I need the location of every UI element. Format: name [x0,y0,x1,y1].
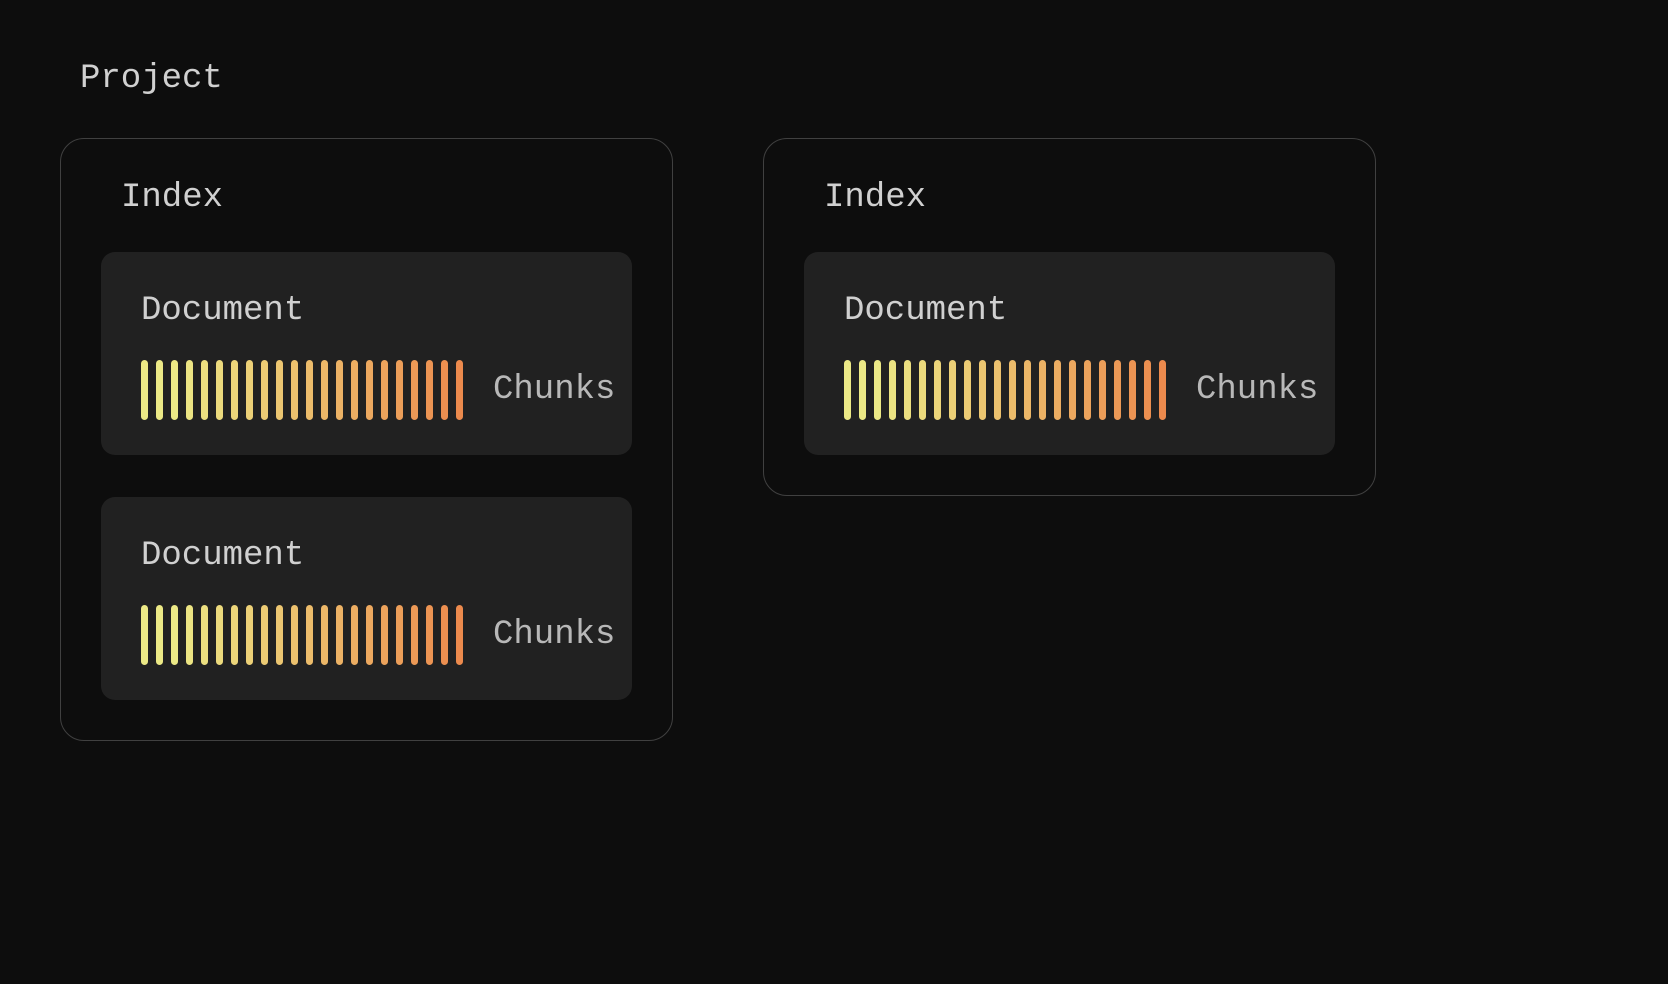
chunk-bar [1054,360,1061,420]
chunk-bar [1069,360,1076,420]
chunk-bar [1144,360,1151,420]
chunk-bar [276,360,283,420]
chunk-bar [246,605,253,665]
chunk-bar [306,360,313,420]
chunk-bars [844,360,1166,420]
index-panel: Index Document Chunks [763,138,1376,496]
chunk-bar [291,360,298,420]
chunk-bar [426,360,433,420]
document-label: Document [844,292,1295,330]
chunk-bar [411,360,418,420]
chunk-bar [1159,360,1166,420]
chunks-label: Chunks [493,371,615,409]
chunk-bar [1129,360,1136,420]
index-label: Index [121,179,632,217]
chunk-bar [1024,360,1031,420]
chunk-bar [231,360,238,420]
chunk-bar [246,360,253,420]
chunk-bar [261,605,268,665]
chunk-bar [186,360,193,420]
chunk-bar [456,360,463,420]
chunk-bar [904,360,911,420]
chunk-bar [321,360,328,420]
chunk-bar [336,360,343,420]
chunk-bar [844,360,851,420]
chunk-bar [859,360,866,420]
chunk-bar [1084,360,1091,420]
chunk-bar [291,605,298,665]
chunk-bar [1099,360,1106,420]
chunk-bar [456,605,463,665]
chunk-bar [396,605,403,665]
chunk-bar [336,605,343,665]
chunk-bar [141,360,148,420]
chunks-label: Chunks [1196,371,1318,409]
document-card: Document Chunks [804,252,1335,455]
chunk-bars [141,360,463,420]
chunk-bar [231,605,238,665]
document-label: Document [141,537,592,575]
chunk-bar [396,360,403,420]
chunk-bar [381,360,388,420]
chunk-bar [216,360,223,420]
chunk-bar [216,605,223,665]
chunk-bar [441,360,448,420]
chunk-bar [411,605,418,665]
chunk-bar [261,360,268,420]
chunk-bar [366,360,373,420]
chunk-bar [306,605,313,665]
indexes-row: Index Document Chunks Document Chunks Index Do… [60,138,1608,741]
chunk-bar [276,605,283,665]
chunk-bar [381,605,388,665]
chunk-bar [201,605,208,665]
chunk-bar [979,360,986,420]
chunks-row: Chunks [141,360,592,420]
chunk-bar [366,605,373,665]
chunks-row: Chunks [844,360,1295,420]
chunk-bar [171,360,178,420]
chunk-bar [201,360,208,420]
chunk-bar [934,360,941,420]
chunk-bar [1009,360,1016,420]
chunk-bar [141,605,148,665]
chunks-row: Chunks [141,605,592,665]
chunk-bar [321,605,328,665]
chunk-bar [156,360,163,420]
chunk-bar [919,360,926,420]
chunk-bars [141,605,463,665]
chunks-label: Chunks [493,616,615,654]
chunk-bar [874,360,881,420]
index-panel: Index Document Chunks Document Chunks [60,138,673,741]
document-label: Document [141,292,592,330]
chunk-bar [156,605,163,665]
chunk-bar [351,605,358,665]
chunk-bar [441,605,448,665]
project-label: Project [80,60,1608,98]
document-card: Document Chunks [101,252,632,455]
chunk-bar [889,360,896,420]
chunk-bar [1114,360,1121,420]
chunk-bar [426,605,433,665]
chunk-bar [994,360,1001,420]
chunk-bar [171,605,178,665]
chunk-bar [949,360,956,420]
chunk-bar [964,360,971,420]
document-card: Document Chunks [101,497,632,700]
chunk-bar [1039,360,1046,420]
chunk-bar [186,605,193,665]
index-label: Index [824,179,1335,217]
chunk-bar [351,360,358,420]
